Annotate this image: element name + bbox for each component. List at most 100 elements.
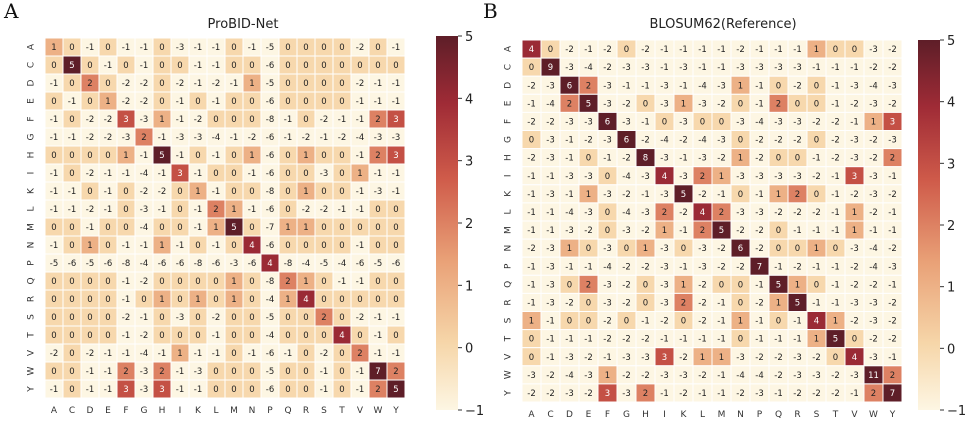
probidnet-cell-label: 0 (339, 241, 344, 251)
probidnet-cell-label: 0 (303, 367, 308, 377)
blosum62-cell-label: -2 (546, 389, 554, 399)
blosum62-cell-label: 7 (890, 389, 895, 399)
probidnet-cell-label: -1 (50, 205, 58, 215)
blosum62-cell-label: -2 (793, 208, 801, 218)
blosum62-cell-label: -2 (622, 335, 630, 345)
probidnet-cell-label: -5 (86, 259, 94, 269)
blosum62-cell-label: -1 (755, 190, 763, 200)
probidnet-cell-label: 0 (105, 295, 110, 305)
probidnet-cell-label: -1 (392, 187, 400, 197)
blosum62-cell-label: -3 (869, 353, 877, 363)
probidnet-cell-label: 0 (393, 223, 398, 233)
probidnet-cell-label: 0 (303, 115, 308, 125)
probidnet-cell-label: 0 (303, 79, 308, 89)
blosum62-cell-label: -1 (812, 262, 820, 272)
blosum62-cell-label: -1 (774, 389, 782, 399)
probidnet-cell-label: -1 (374, 313, 382, 323)
probidnet-cell-label: -6 (248, 259, 256, 269)
blosum62-cell-label: -3 (660, 280, 668, 290)
blosum62-cell-label: -3 (869, 317, 877, 327)
blosum62-cell-label: 5 (776, 280, 781, 290)
blosum62-x-tick-label: I (663, 410, 666, 420)
probidnet-cell-label: 0 (69, 241, 74, 251)
probidnet-cell-label: 0 (177, 61, 182, 71)
probidnet-cell-label: 0 (69, 115, 74, 125)
probidnet-cell-label: 0 (231, 169, 236, 179)
probidnet-cell-label: -1 (194, 385, 202, 395)
blosum62-cell-label: -2 (565, 298, 573, 308)
blosum62-cell-label: 0 (814, 190, 819, 200)
probidnet-cell-label: 0 (285, 97, 290, 107)
probidnet-cell-label: -2 (140, 79, 148, 89)
blosum62-cell-label: -3 (622, 389, 630, 399)
blosum62-cell-label: -1 (698, 335, 706, 345)
blosum62-cell-label: -1 (679, 335, 687, 345)
probidnet-cell-label: -1 (140, 43, 148, 53)
blosum62-cell-label: -4 (869, 262, 877, 272)
probidnet-cell-label: -6 (266, 385, 274, 395)
probidnet-cell-label: -3 (140, 385, 148, 395)
blosum62-cell-label: -2 (888, 99, 896, 109)
probidnet-cell-label: 0 (159, 223, 164, 233)
probidnet-cell-label: -1 (248, 205, 256, 215)
panel-letter-b: B (483, 0, 498, 23)
probidnet-cell-label: 0 (105, 79, 110, 89)
blosum62-cell-label: 1 (719, 172, 724, 182)
probidnet-cell-label: -1 (104, 187, 112, 197)
blosum62-cell-label: -2 (793, 389, 801, 399)
probidnet-cell-label: 0 (285, 367, 290, 377)
probidnet-cell-label: 0 (87, 187, 92, 197)
probidnet-cell-label: 0 (249, 277, 254, 287)
blosum62-cell-label: 1 (700, 353, 705, 363)
blosum62-cell-label: 1 (681, 280, 686, 290)
blosum62-cell-label: 2 (890, 371, 895, 381)
probidnet-cell-label: 2 (213, 205, 218, 215)
probidnet-cell-label: 0 (159, 97, 164, 107)
blosum62-cell-label: -1 (679, 81, 687, 91)
probidnet-cell-label: -6 (266, 61, 274, 71)
probidnet-cell-label: 1 (249, 151, 254, 161)
blosum62-cell-label: -1 (831, 298, 839, 308)
blosum62-cell-label: -3 (869, 99, 877, 109)
probidnet-cell-label: -1 (122, 43, 130, 53)
probidnet-colorbar-tick-label: 3 (465, 155, 473, 170)
blosum62-cell-label: -3 (641, 172, 649, 182)
blosum62-cell-label: -1 (527, 262, 535, 272)
blosum62-cell-label: -3 (565, 63, 573, 73)
blosum62-cell-label: -1 (527, 99, 535, 109)
probidnet-cell-label: -1 (248, 169, 256, 179)
probidnet-cell-label: -1 (122, 295, 130, 305)
probidnet-cell-label: 0 (213, 169, 218, 179)
probidnet-cell-label: 2 (141, 133, 146, 143)
blosum62-cell-label: -1 (850, 63, 858, 73)
probidnet-cell-label: 0 (321, 151, 326, 161)
probidnet-cell-label: -1 (158, 349, 166, 359)
probidnet-cell-label: 0 (213, 385, 218, 395)
probidnet-cell-label: -3 (320, 169, 328, 179)
blosum62-cell-label: -3 (850, 154, 858, 164)
blosum62-cell-label: -2 (774, 208, 782, 218)
probidnet-cell-label: 0 (177, 295, 182, 305)
probidnet-cell-label: 0 (249, 97, 254, 107)
blosum62-cell-label: -1 (717, 317, 725, 327)
probidnet-cell-label: -6 (392, 259, 400, 269)
probidnet-x-tick-label: N (249, 406, 256, 416)
probidnet-x-tick-label: A (51, 406, 58, 416)
probidnet-cell-label: 0 (249, 187, 254, 197)
blosum62-cell-label: -1 (603, 353, 611, 363)
probidnet-cell-label: -1 (356, 97, 364, 107)
blosum62-cell-label: -2 (603, 317, 611, 327)
probidnet-cell-label: 0 (321, 61, 326, 71)
blosum62-cell-label: -1 (679, 154, 687, 164)
blosum62-cell-label: -3 (660, 190, 668, 200)
blosum62-cell-label: 0 (738, 298, 743, 308)
probidnet-x-tick-label: P (267, 406, 273, 416)
probidnet-cell-label: 0 (285, 385, 290, 395)
probidnet-cell-label: -5 (50, 259, 58, 269)
probidnet-cell-label: -2 (86, 205, 94, 215)
probidnet-cell-label: -1 (392, 349, 400, 359)
probidnet-cell-label: -3 (176, 133, 184, 143)
probidnet-cell-label: -1 (374, 331, 382, 341)
probidnet-cell-label: 0 (177, 223, 182, 233)
probidnet-cell-label: 0 (393, 295, 398, 305)
